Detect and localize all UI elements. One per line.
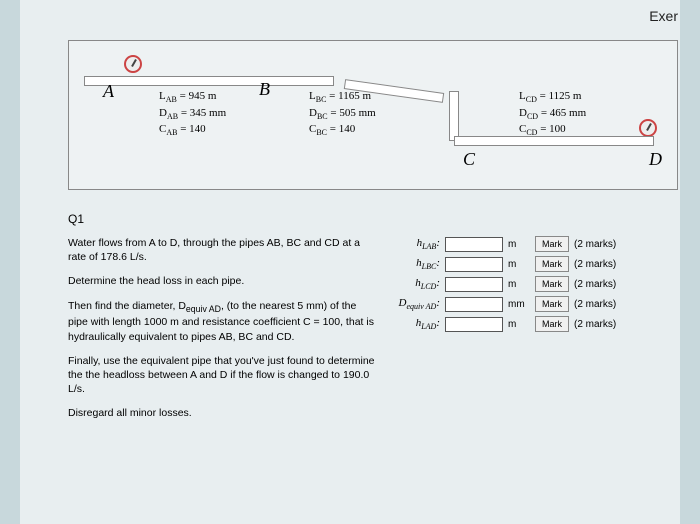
answer-row: hLCD: m Mark (2 marks) — [390, 276, 678, 292]
node-c-label: C — [463, 149, 475, 170]
marks-text: (2 marks) — [574, 279, 616, 290]
answer-row: hLAD: m Mark (2 marks) — [390, 316, 678, 332]
mark-button[interactable]: Mark — [535, 276, 569, 292]
node-b-label: B — [259, 79, 270, 100]
mark-button[interactable]: Mark — [535, 256, 569, 272]
unit-label: m — [508, 319, 530, 330]
marks-text: (2 marks) — [574, 239, 616, 250]
page-header: Exer — [649, 8, 678, 24]
answer-row: hLAB: m Mark (2 marks) — [390, 236, 678, 252]
answer-input-dequiv[interactable] — [445, 297, 503, 312]
unit-label: m — [508, 279, 530, 290]
question-label: Q1 — [68, 212, 678, 226]
marks-text: (2 marks) — [574, 299, 616, 310]
question-area: Q1 Water flows from A to D, through the … — [68, 212, 678, 430]
unit-label: m — [508, 259, 530, 270]
gauge-icon — [124, 55, 142, 73]
answer-input-hlcd[interactable] — [445, 277, 503, 292]
node-a-label: A — [103, 81, 114, 102]
gauge-icon — [639, 119, 657, 137]
node-d-label: D — [649, 149, 662, 170]
question-text: Water flows from A to D, through the pip… — [68, 236, 378, 430]
mark-button[interactable]: Mark — [535, 236, 569, 252]
mark-button[interactable]: Mark — [535, 316, 569, 332]
marks-text: (2 marks) — [574, 319, 616, 330]
pipe-diagram: A B C D LAB = 945 m DAB = 345 mm CAB = 1… — [68, 40, 678, 190]
answer-input-hlbc[interactable] — [445, 257, 503, 272]
marks-text: (2 marks) — [574, 259, 616, 270]
answer-row: hLBC: m Mark (2 marks) — [390, 256, 678, 272]
unit-label: m — [508, 239, 530, 250]
unit-label: mm — [508, 299, 530, 310]
pipe-ab-data: LAB = 945 m DAB = 345 mm CAB = 140 — [159, 89, 226, 139]
pipe-bc-data: LBC = 1165 m DBC = 505 mm CBC = 140 — [309, 89, 376, 139]
answer-input-hlad[interactable] — [445, 317, 503, 332]
pipe-segment — [449, 91, 459, 141]
answer-grid: hLAB: m Mark (2 marks) hLBC: m Mark (2 m… — [390, 236, 678, 430]
answer-input-hlab[interactable] — [445, 237, 503, 252]
pipe-segment — [84, 76, 334, 86]
answer-row: Dequiv AD: mm Mark (2 marks) — [390, 296, 678, 312]
pipe-cd-data: LCD = 1125 m DCD = 465 mm CCD = 100 — [519, 89, 586, 139]
mark-button[interactable]: Mark — [535, 296, 569, 312]
